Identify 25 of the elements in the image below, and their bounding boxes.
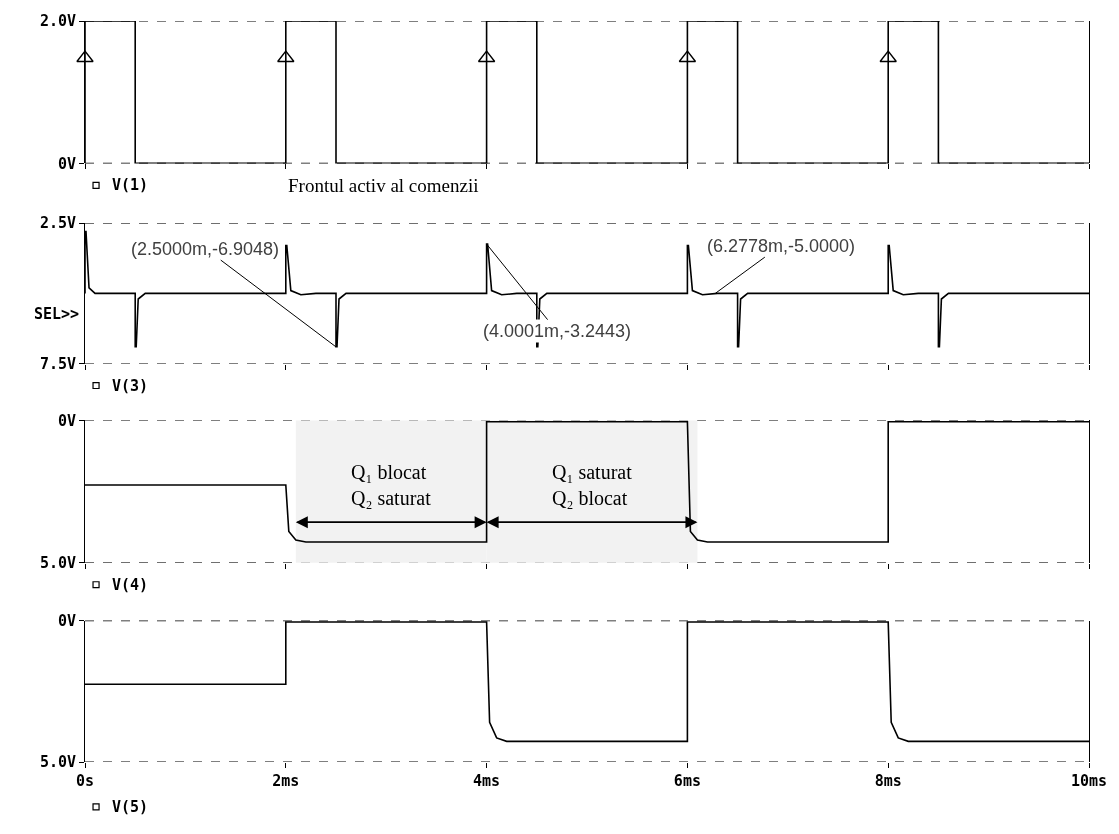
text: Frontul activ al comenzii: [288, 175, 479, 196]
x-tick-label: 10ms: [1070, 772, 1108, 790]
x-tick-label: 2ms: [272, 772, 300, 790]
x-tick-label: 6ms: [673, 772, 701, 790]
band-label: Q₁ blocat Q₂ saturat: [351, 461, 432, 509]
legend-label: V(3): [112, 377, 149, 395]
y-tick-label: 0V: [57, 611, 76, 630]
legend-label: V(5): [112, 798, 149, 816]
band-label: Q₁ saturat Q₂ blocat: [552, 461, 633, 509]
x-tick-label: 8ms: [874, 772, 902, 790]
y-tick-label: 0V: [57, 154, 76, 173]
x-tick-label: 0s: [75, 772, 95, 790]
y-tick-label: 2.0V: [39, 12, 76, 31]
y-tick-label: 0V: [57, 411, 76, 430]
annotation: (4.0001m,-3.2443): [483, 321, 632, 341]
annotation: (6.2778m,-5.0000): [707, 236, 856, 256]
legend-label: V(4): [112, 576, 149, 594]
text: SEL>>: [34, 305, 80, 323]
annotation: (2.5000m,-6.9048): [131, 239, 280, 259]
legend-label: V(1): [112, 176, 149, 194]
y-tick-label: 5.0V: [39, 554, 76, 573]
y-tick-label: 7.5V: [39, 354, 76, 373]
y-tick-label: 2.5V: [39, 214, 76, 233]
x-tick-label: 4ms: [473, 772, 501, 790]
y-tick-label: 5.0V: [39, 753, 76, 772]
